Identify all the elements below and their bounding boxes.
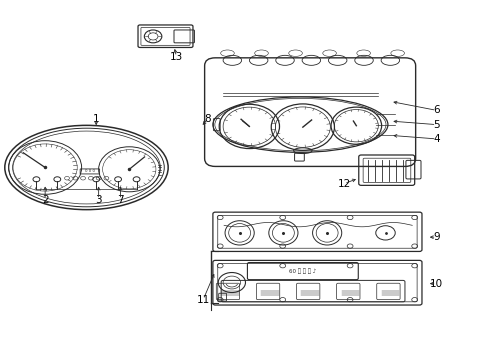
Text: 60 ニ ＋ ゚ ♪: 60 ニ ＋ ゚ ♪ [288, 268, 316, 274]
Text: 10: 10 [429, 279, 442, 289]
Text: 3: 3 [95, 195, 102, 204]
Text: 11: 11 [196, 295, 209, 305]
Text: 2: 2 [42, 195, 48, 204]
Text: 9: 9 [432, 232, 439, 242]
Text: 13: 13 [169, 52, 183, 62]
Text: 4: 4 [432, 134, 439, 144]
Text: 6: 6 [432, 105, 439, 115]
Text: 8: 8 [204, 113, 211, 123]
Text: 12: 12 [337, 179, 350, 189]
Text: 1: 1 [93, 113, 100, 123]
Text: 0 0 0: 0 0 0 [85, 170, 95, 174]
Text: 7: 7 [117, 195, 123, 204]
Text: 5: 5 [432, 120, 439, 130]
